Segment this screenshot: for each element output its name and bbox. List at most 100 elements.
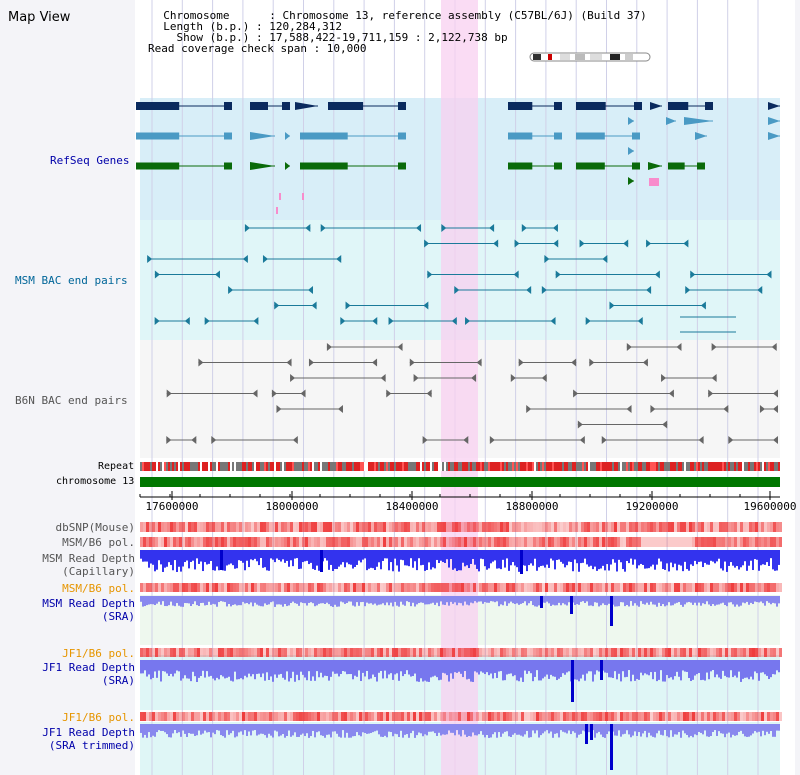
dbsnp-cell bbox=[590, 522, 593, 532]
jf1-trim-bar bbox=[244, 724, 246, 731]
jf1-sra-bar bbox=[214, 660, 216, 681]
track-label-jf1-depth-trimmed[interactable]: JF1 Read Depth bbox=[42, 726, 135, 739]
b6n-bac-end bbox=[541, 374, 547, 382]
jf1-sra-bar bbox=[344, 660, 346, 672]
msm-bac-end bbox=[262, 255, 268, 263]
jf1-pol2-cell bbox=[779, 712, 782, 721]
jf1-trim-bar bbox=[462, 724, 464, 731]
track-label-jf1-b6-pol-1[interactable]: JF1/B6 pol. bbox=[62, 647, 135, 660]
track-label-jf1-depth-sra[interactable]: JF1 Read Depth bbox=[42, 661, 135, 674]
msm-bac-end bbox=[340, 317, 346, 325]
jf1-trim-bar bbox=[638, 724, 640, 733]
dbsnp-cell bbox=[182, 522, 185, 532]
jf1-trim-bar bbox=[242, 724, 244, 735]
jf1-sra-bar bbox=[274, 660, 276, 675]
b6n-bac-end bbox=[211, 436, 217, 444]
jf1-pol2-cell bbox=[248, 712, 251, 721]
msm-cap-bar bbox=[398, 550, 400, 572]
msm-pol-cell bbox=[281, 537, 284, 547]
msm-cap-bar bbox=[628, 550, 630, 564]
msm-sra-bar bbox=[700, 596, 702, 606]
msm-cap-bar bbox=[336, 550, 338, 570]
jf1-sra-bar bbox=[348, 660, 350, 675]
track-label-refseq[interactable]: RefSeq Genes bbox=[50, 154, 130, 167]
jf1-pol2-cell bbox=[194, 712, 197, 721]
msm-pol-cell bbox=[419, 537, 422, 547]
msm-pol-cell bbox=[410, 537, 413, 547]
msm-pol2-cell bbox=[437, 583, 440, 592]
dbsnp-cell bbox=[641, 522, 644, 532]
track-label-msm-bac[interactable]: MSM BAC end pairs bbox=[15, 274, 128, 287]
jf1-trim-bar bbox=[558, 724, 560, 738]
jf1-trim-bar bbox=[636, 724, 638, 736]
jf1-trim-bar bbox=[330, 724, 332, 738]
gene-arrow bbox=[768, 102, 780, 110]
jf1-sra-bar bbox=[294, 660, 296, 682]
repeat-block bbox=[744, 462, 746, 471]
msm-sra-bar bbox=[272, 596, 274, 602]
msm-sra-bar bbox=[366, 596, 368, 603]
repeat-block bbox=[328, 462, 330, 471]
dbsnp-cell bbox=[269, 522, 272, 532]
msm-pol-cell bbox=[779, 537, 782, 547]
b6n-bac-end bbox=[642, 358, 648, 367]
jf1-trim-bar bbox=[258, 724, 260, 735]
msm-sra-bar bbox=[548, 596, 550, 604]
repeat-block bbox=[476, 462, 478, 471]
jf1-pol-cell bbox=[437, 648, 440, 657]
msm-sra-bar bbox=[776, 596, 778, 607]
msm-pol2-cell bbox=[662, 583, 665, 592]
track-label-chromosome[interactable]: chromosome 13 bbox=[56, 476, 135, 487]
msm-cap-bar bbox=[578, 550, 580, 572]
track-label-msm-depth-capillary[interactable]: MSM Read Depth bbox=[42, 552, 135, 565]
repeat-block bbox=[422, 462, 424, 471]
msm-pol-cell bbox=[284, 537, 287, 547]
msm-pol-cell bbox=[398, 537, 401, 547]
track-label-msm-depth-sra[interactable]: MSM Read Depth bbox=[42, 597, 135, 610]
msm-pol2-cell bbox=[638, 583, 641, 592]
track-label-jf1-b6-pol-2[interactable]: JF1/B6 pol. bbox=[62, 711, 135, 724]
msm-pol-cell bbox=[704, 537, 707, 547]
dbsnp-cell bbox=[662, 522, 665, 532]
track-label-msm-b6-pol-2[interactable]: MSM/B6 pol. bbox=[62, 582, 135, 595]
repeat-block bbox=[630, 462, 632, 471]
repeat-block bbox=[266, 462, 268, 471]
track-label-msm-b6-pol-1[interactable]: MSM/B6 pol. bbox=[62, 536, 135, 549]
ideogram-band bbox=[533, 54, 541, 60]
track-label-dbsnp[interactable]: dbSNP(Mouse) bbox=[55, 521, 135, 534]
track-label-repeat[interactable]: Repeat bbox=[98, 461, 135, 472]
msm-pol-cell bbox=[455, 537, 458, 547]
repeat-block bbox=[420, 462, 422, 471]
msm-pol-cell bbox=[233, 537, 236, 547]
jf1-pol-cell bbox=[152, 648, 155, 657]
repeat-block bbox=[250, 462, 252, 471]
msm-pol2-cell bbox=[740, 583, 743, 592]
msm-cap-bar bbox=[194, 550, 196, 570]
jf1-sra-bar bbox=[518, 660, 520, 682]
msm-bac-end bbox=[372, 317, 378, 325]
jf1-trim-bar bbox=[166, 724, 168, 735]
jf1-pol2-cell bbox=[530, 712, 533, 721]
dbsnp-cell bbox=[242, 522, 245, 532]
jf1-pol2-cell bbox=[704, 712, 707, 721]
repeat-block bbox=[602, 462, 604, 471]
repeat-block bbox=[264, 462, 266, 471]
jf1-pol2-cell bbox=[557, 712, 560, 721]
msm-pol2-cell bbox=[647, 583, 650, 592]
jf1-trim-bar bbox=[606, 724, 608, 735]
track-label-msm-depth-capillary-sub: (Capillary) bbox=[62, 565, 135, 578]
msm-cap-bar bbox=[594, 550, 596, 567]
dbsnp-cell bbox=[440, 522, 443, 532]
repeat-block bbox=[364, 462, 366, 471]
jf1-pol2-cell bbox=[509, 712, 512, 721]
jf1-trim-bar bbox=[608, 724, 610, 732]
msm-sra-bar bbox=[226, 596, 228, 607]
jf1-sra-bar bbox=[574, 660, 576, 680]
msm-sra-bar bbox=[416, 596, 418, 605]
track-label-b6n-bac[interactable]: B6N BAC end pairs bbox=[15, 394, 128, 407]
msm-sra-bar bbox=[640, 596, 642, 602]
jf1-pol2-cell bbox=[266, 712, 269, 721]
msm-pol2-cell bbox=[287, 583, 290, 592]
jf1-sra-bar bbox=[594, 660, 596, 675]
